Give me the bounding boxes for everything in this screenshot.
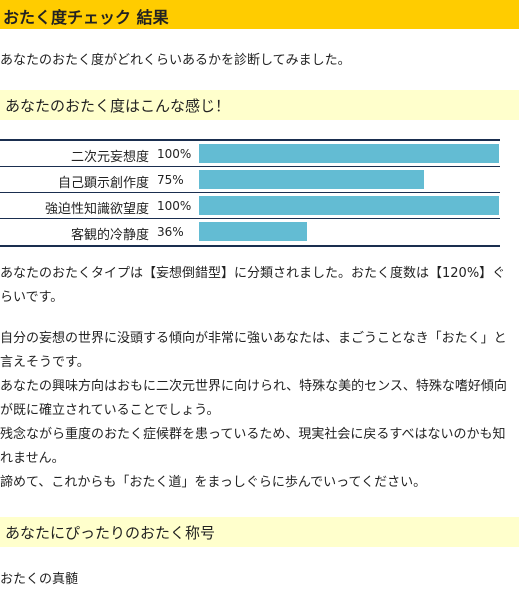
intro-text: あなたのおたく度がどれくらいあるかを診断してみました。 [0, 53, 351, 68]
description-line: 自分の妄想の世界に没頭する傾向が非常に強いあなたは、まごうことなき「おたく」と言… [0, 331, 507, 370]
score-value: 100% [157, 147, 192, 161]
score-bar [199, 196, 499, 215]
score-row: 客観的冷静度 36% [0, 219, 500, 245]
score-label: 二次元妄想度 [70, 150, 149, 165]
score-table: 二次元妄想度 100% 自己顕示創作度 75% 強迫性知識欲望度 100% 客観… [0, 139, 500, 247]
description-line: 諦めて、これからも「おたく道」をまっしぐらに歩んでいってください。 [0, 475, 427, 490]
score-bar-track [199, 144, 499, 163]
score-row: 自己顕示創作度 75% [0, 167, 500, 193]
score-bar-track [199, 196, 499, 215]
score-value: 36% [157, 225, 184, 239]
section-header-rank: あなたにぴったりのおたく称号 [0, 517, 519, 547]
score-bar [199, 222, 307, 241]
score-value: 75% [157, 173, 184, 187]
section-header-profile: あなたのおたく度はこんな感じ！ [0, 90, 519, 120]
score-bar-track [199, 170, 499, 189]
description-line: あなたの興味方向はおもに二次元世界に向けられ、特殊な美的センス、特殊な嗜好傾向が… [0, 379, 507, 418]
score-row: 強迫性知識欲望度 100% [0, 193, 500, 219]
score-row: 二次元妄想度 100% [0, 141, 500, 167]
score-label: 客観的冷静度 [70, 228, 149, 243]
result-summary: あなたのおたくタイプは【妄想倒錯型】に分類されました。おたく度数は【120%】ぐ… [0, 266, 506, 305]
result-description: 自分の妄想の世界に没頭する傾向が非常に強いあなたは、まごうことなき「おたく」と言… [0, 327, 514, 495]
page-title: おたく度チェック 結果 [0, 0, 519, 29]
score-value: 100% [157, 199, 192, 213]
score-bar-track [199, 222, 499, 241]
rank-name: おたくの真髄 [0, 572, 79, 587]
score-label: 強迫性知識欲望度 [44, 202, 149, 217]
description-line: 残念ながら重度のおたく症候群を患っているため、現実社会に戻るすべはないのかも知れ… [0, 427, 506, 466]
score-bar [199, 170, 424, 189]
score-bar [199, 144, 499, 163]
score-label: 自己顕示創作度 [57, 176, 149, 191]
